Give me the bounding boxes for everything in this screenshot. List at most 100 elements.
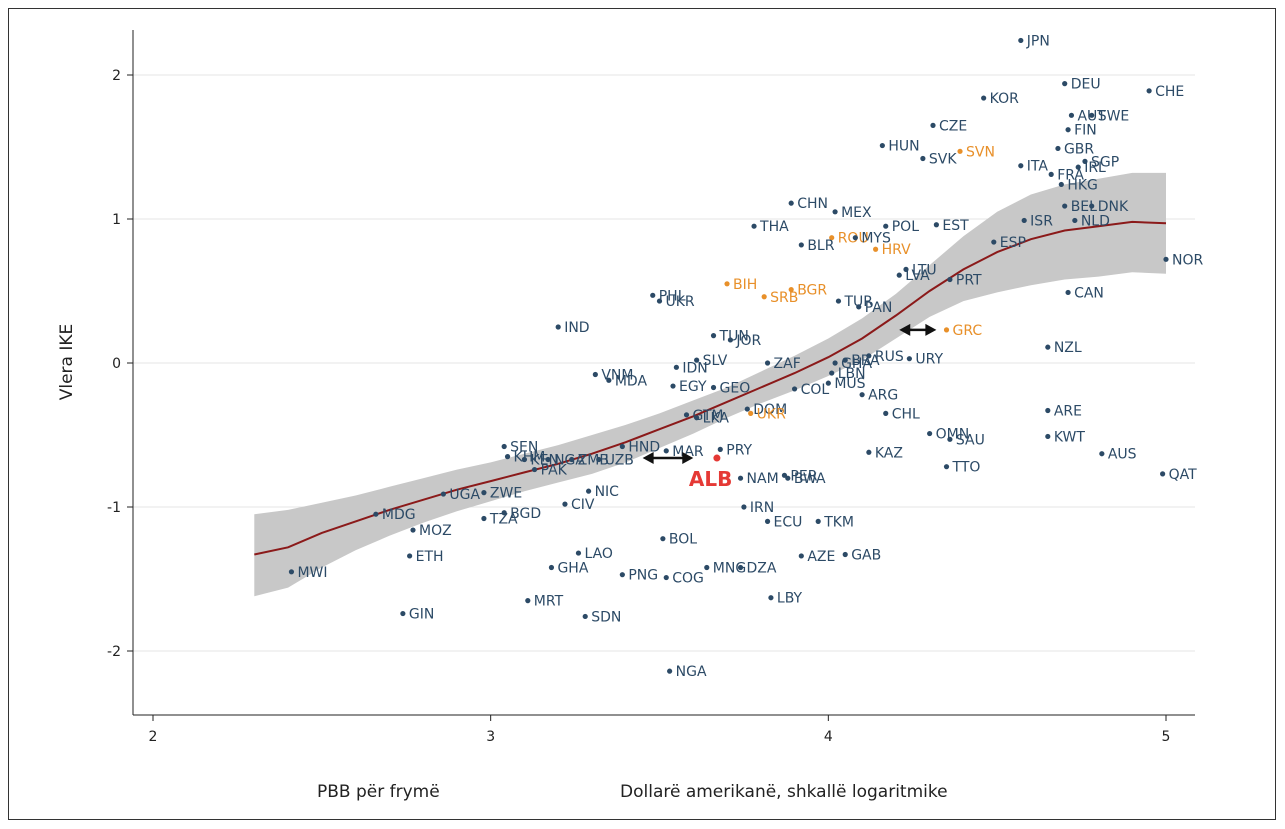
data-label: OMN [936,427,970,443]
data-label: BWA [794,471,826,487]
data-point [856,304,862,310]
data-point [764,518,771,525]
data-label: IRN [750,500,774,516]
data-label: LBY [777,591,803,607]
data-label: MUS [834,376,865,392]
data-label: CHE [1155,84,1184,100]
data-label: ETH [416,549,444,565]
data-label: MEX [841,205,872,221]
data-point [737,564,744,571]
data-label: SRB [770,290,798,306]
data-point [1065,289,1071,296]
data-label: TUN [719,329,749,345]
y-axis-title: Vlera IKE [57,324,77,401]
data-label: PNG [628,568,658,584]
data-point [873,246,879,252]
data-point [927,430,933,437]
data-label: SWE [1098,108,1130,124]
data-label: JOR [735,333,761,349]
data-label: UKR [757,406,786,422]
data-point [781,472,788,478]
data-label: KWT [1054,429,1086,445]
data-label: RUS [875,349,904,365]
data-label: BRA [851,353,880,369]
data-point [737,475,744,481]
arrow-head-left [899,323,911,336]
arrows-layer [642,323,937,465]
data-label: BGD [510,506,541,522]
data-point [788,200,794,206]
data-label: DOM [753,402,787,418]
data-point [835,298,842,304]
data-label: EGY [679,379,707,395]
data-label: LAO [584,546,612,562]
data-label: NIC [595,484,620,500]
data-label: MDG [382,507,416,523]
data-point [1075,164,1081,170]
data-label: POL [892,219,919,235]
data-point [1018,163,1024,169]
data-point [585,488,592,494]
data-point [744,406,750,412]
data-label: NLD [1081,213,1110,229]
data-point [852,235,858,241]
data-label: IND [564,320,589,336]
data-point [288,569,295,575]
data-point [407,553,413,559]
data-label: PER [790,468,817,484]
x-tick-label: 4 [824,729,833,745]
data-label: GHA [841,356,872,372]
data-point [788,286,794,293]
data-label: ARE [1054,404,1082,420]
data-point [373,511,379,517]
data-label: SLV [703,353,728,369]
x-tick-label: 3 [486,729,495,745]
data-point [481,515,487,522]
data-point [896,272,902,278]
data-label: UKR [666,294,695,310]
data-label: KOR [990,91,1019,107]
data-point [751,223,757,229]
data-label: DZA [747,560,777,576]
data-point [440,491,446,497]
data-point [785,475,791,481]
data-point [764,360,771,366]
y-tick-label: -1 [107,500,121,516]
data-label: ISR [1030,213,1053,229]
data-point [1068,112,1075,118]
data-point [1045,344,1051,350]
data-label: ZWE [490,486,522,502]
data-label: TKM [823,514,854,530]
data-point [832,209,838,215]
data-point [1160,471,1166,477]
data-point [713,454,721,462]
y-tick-label: 0 [112,356,121,372]
data-label: MOZ [419,523,452,539]
chart-frame [8,8,1276,820]
data-point [1082,158,1088,164]
data-label: IRL [1084,160,1106,176]
data-point [592,371,598,378]
data-label: CZE [939,118,967,134]
data-point [933,222,939,228]
data-label: COG [672,571,704,587]
data-label: LKA [703,411,730,427]
data-point [727,337,734,343]
data-label: CAN [1074,285,1104,301]
data-label: SVN [966,144,995,160]
data-label: DNK [1098,199,1129,215]
data-point [545,456,551,463]
data-label: MAR [672,444,704,460]
data-point [525,598,531,604]
data-label: UGA [449,487,480,503]
confidence-band [254,172,1167,597]
x-tick-label: 5 [1162,729,1171,745]
axis-layer: -2 -1 0 1 2 2 3 4 5 [107,30,1195,745]
data-point [832,360,838,366]
data-point [748,410,754,416]
data-point [410,527,416,533]
data-point [815,518,821,525]
data-point [575,550,582,556]
data-point [1146,88,1152,94]
data-label: ZAF [774,356,801,372]
